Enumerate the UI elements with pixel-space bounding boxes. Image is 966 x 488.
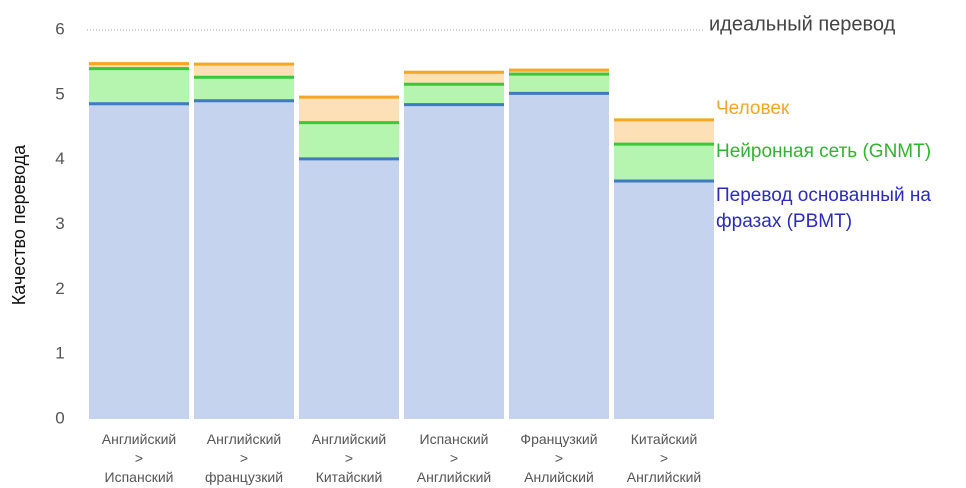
y-axis-label: Качество перевода [9,144,29,305]
x-tick-line: Английский [102,431,176,447]
y-tick-label: 1 [55,344,64,363]
legend-human: Человек [716,98,790,119]
y-tick-label: 0 [55,408,64,427]
y-tick-label: 5 [55,84,64,103]
x-tick-label: Английский > Китайский [312,431,386,485]
bar [614,179,714,419]
x-tick-line: Анлийский [524,469,594,485]
x-tick-line: Французкий [520,431,597,447]
y-tick-label: 3 [55,214,64,233]
x-tick-line: > [240,450,248,466]
legend-pbmt: Перевод основанный на фразах (PBMT) [716,185,931,232]
bar [299,157,399,419]
x-tick-line: > [555,450,563,466]
legend-gnmt: Нейронная сеть (GNMT) [716,141,932,162]
x-tick-line: > [660,450,668,466]
x-tick-line: Китайский [316,469,383,485]
y-tick-label: 6 [55,19,64,38]
bar [404,103,504,419]
x-tick-line: французкий [205,469,283,485]
x-tick-label: Французкий > Анлийский [520,431,597,485]
x-tick-line: > [345,450,353,466]
x-tick-line: Китайский [631,431,698,447]
y-tick-label: 4 [55,149,64,168]
x-tick-line: Испанский [105,469,174,485]
x-tick-line: > [135,450,143,466]
x-tick-line: Испанский [420,431,489,447]
x-tick-line: Английский [312,431,386,447]
x-tick-line: Английский [627,469,701,485]
bar [509,91,609,419]
bar [89,102,189,419]
x-tick-label: Китайский > Английский [627,431,701,485]
x-tick-label: Английский > Испанский [102,431,176,485]
x-tick-label: Английский > французкий [205,431,283,485]
x-tick-line: Английский [417,469,491,485]
y-tick-label: 2 [55,279,64,298]
bar [194,99,294,419]
x-tick-line: Английский [207,431,281,447]
x-tick-label: Испанский > Английский [417,431,491,485]
ideal-label: идеальный перевод [709,13,896,35]
x-tick-line: > [450,450,458,466]
